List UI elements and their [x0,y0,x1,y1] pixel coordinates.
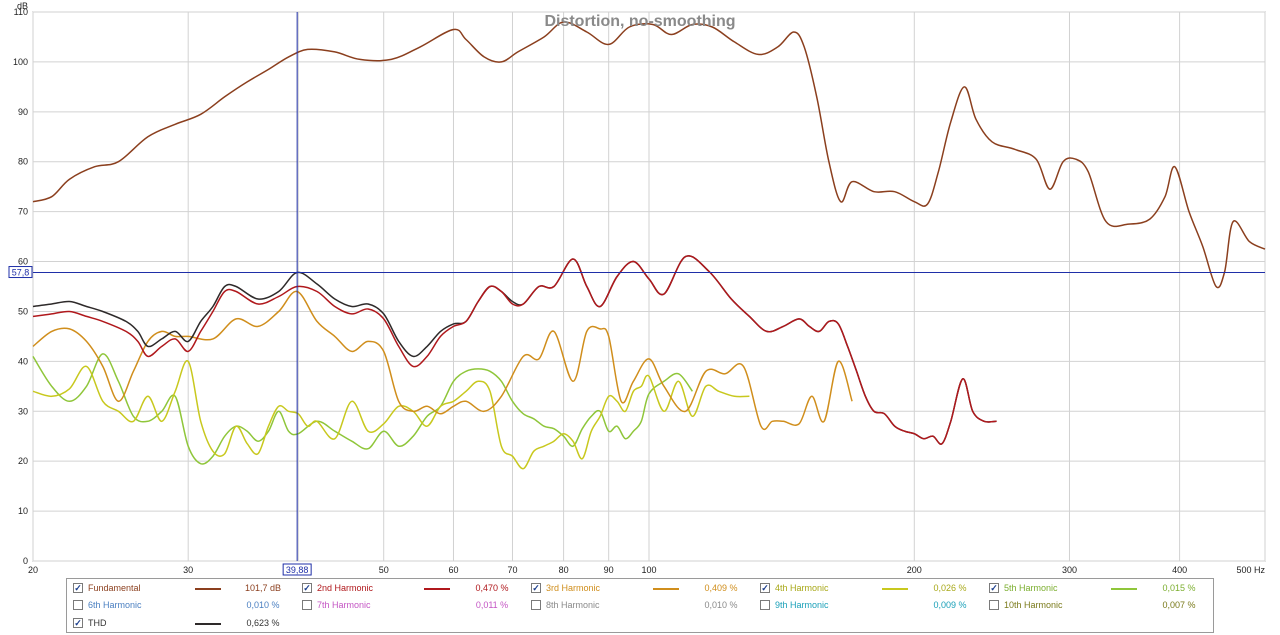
y-tick-label: 110 [14,7,28,17]
legend-label: 10th Harmonic [1004,600,1063,610]
legend-label: THD [88,618,107,628]
series-line-fundamental [32,21,1266,289]
legend-item-thd: ✓ THD 0,623 % [69,615,294,632]
x-tick-label: 500 Hz [1236,565,1265,575]
legend-checkbox-10th-harmonic[interactable] [989,600,999,610]
legend-checkbox-thd[interactable]: ✓ [73,618,83,628]
legend-item-3rd-harmonic: ✓ 3rd Harmonic 0,409 % [527,580,752,597]
cursor-y-readout-box [8,266,33,279]
legend-checkbox-7th-harmonic[interactable] [302,600,312,610]
y-tick-label: 10 [18,506,28,516]
x-tick-label: 60 [448,565,458,575]
cursor-y-readout: 57,8 [12,268,30,278]
y-tick-label: 70 [18,207,28,217]
x-tick-label: 400 [1172,565,1187,575]
legend-value: 0,010 % [246,600,280,610]
legend-label: 3rd Harmonic [546,583,601,593]
y-tick-label: 80 [18,157,28,167]
legend-value: 0,026 % [933,583,967,593]
legend-item-7th-harmonic: 7th Harmonic 0,011 % [298,597,523,614]
legend-line-swatch [882,588,908,590]
x-tick-label: 30 [183,565,193,575]
chart-grid [32,11,1266,562]
legend-item-4th-harmonic: ✓ 4th Harmonic 0,026 % [756,580,981,597]
legend-checkbox-9th-harmonic[interactable] [760,600,770,610]
chart-series-group [32,21,1266,470]
cursor-x-readout-box [282,563,312,576]
series-line-2nd-harmonic [32,255,997,445]
legend-line-swatch [424,588,450,590]
legend-value: 0,623 % [246,618,280,628]
y-tick-label: 30 [18,406,28,416]
legend-label: 8th Harmonic [546,600,600,610]
x-tick-label: 70 [507,565,517,575]
legend-value: 101,7 dB [244,583,282,593]
cursor-x-readout: 39,88 [286,565,309,575]
legend-item-10th-harmonic: 10th Harmonic 0,007 % [985,597,1210,614]
y-tick-label: 0 [23,556,28,566]
legend-checkbox-8th-harmonic[interactable] [531,600,541,610]
chart-cursor: 39,88 57,8 [8,12,1265,576]
legend-label: 4th Harmonic [775,583,829,593]
x-tick-label: 200 [907,565,922,575]
x-tick-label: 20 [28,565,38,575]
legend-checkbox-4th-harmonic[interactable]: ✓ [760,583,770,593]
x-tick-label: 80 [559,565,569,575]
legend-panel: ✓ Fundamental 101,7 dB ✓ 2nd Harmonic 0,470 %… [66,578,1214,633]
y-tick-label: 20 [18,456,28,466]
legend-item-2nd-harmonic: ✓ 2nd Harmonic 0,470 % [298,580,523,597]
y-tick-label: 40 [18,356,28,366]
legend-line-swatch [653,588,679,590]
legend-checkbox-fundamental[interactable]: ✓ [73,583,83,593]
legend-value: 0,011 % [475,600,509,610]
legend-line-swatch [195,623,221,625]
legend-line-swatch [195,588,221,590]
x-tick-label: 90 [604,565,614,575]
x-tick-label: 50 [379,565,389,575]
y-tick-label: 60 [18,257,28,267]
legend-line-swatch [1111,588,1137,590]
legend-value: 0,409 % [704,583,738,593]
legend-checkbox-6th-harmonic[interactable] [73,600,83,610]
legend-item-6th-harmonic: 6th Harmonic 0,010 % [69,597,294,614]
y-axis-unit-label: dB [17,1,28,11]
y-tick-label: 50 [18,306,28,316]
chart-axes: 20 30 50 60 70 80 90 100 200 300 400 500 Hz 0 10 20 30 4… [13,7,1266,575]
legend-item-5th-harmonic: ✓ 5th Harmonic 0,015 % [985,580,1210,597]
legend-label: Fundamental [88,583,141,593]
legend-checkbox-5th-harmonic[interactable]: ✓ [989,583,999,593]
legend-item-8th-harmonic: 8th Harmonic 0,010 % [527,597,752,614]
legend-value: 0,015 % [1162,583,1196,593]
x-tick-label: 300 [1062,565,1077,575]
chart-title: Distortion, no-smoothing [544,13,735,30]
legend-label: 7th Harmonic [317,600,371,610]
legend-checkbox-3rd-harmonic[interactable]: ✓ [531,583,541,593]
legend-label: 6th Harmonic [88,600,142,610]
legend-value: 0,009 % [933,600,967,610]
legend-label: 2nd Harmonic [317,583,374,593]
x-tick-label: 100 [641,565,656,575]
y-tick-label: 90 [18,107,28,117]
legend-checkbox-2nd-harmonic[interactable]: ✓ [302,583,312,593]
legend-value: 0,470 % [475,583,509,593]
legend-value: 0,007 % [1162,600,1196,610]
legend-value: 0,010 % [704,600,738,610]
legend-item-9th-harmonic: 9th Harmonic 0,009 % [756,597,981,614]
legend-label: 5th Harmonic [1004,583,1058,593]
series-line-4th-harmonic [32,360,750,470]
y-tick-label: 100 [13,57,28,67]
legend-label: 9th Harmonic [775,600,829,610]
legend-item-fundamental: ✓ Fundamental 101,7 dB [69,580,294,597]
